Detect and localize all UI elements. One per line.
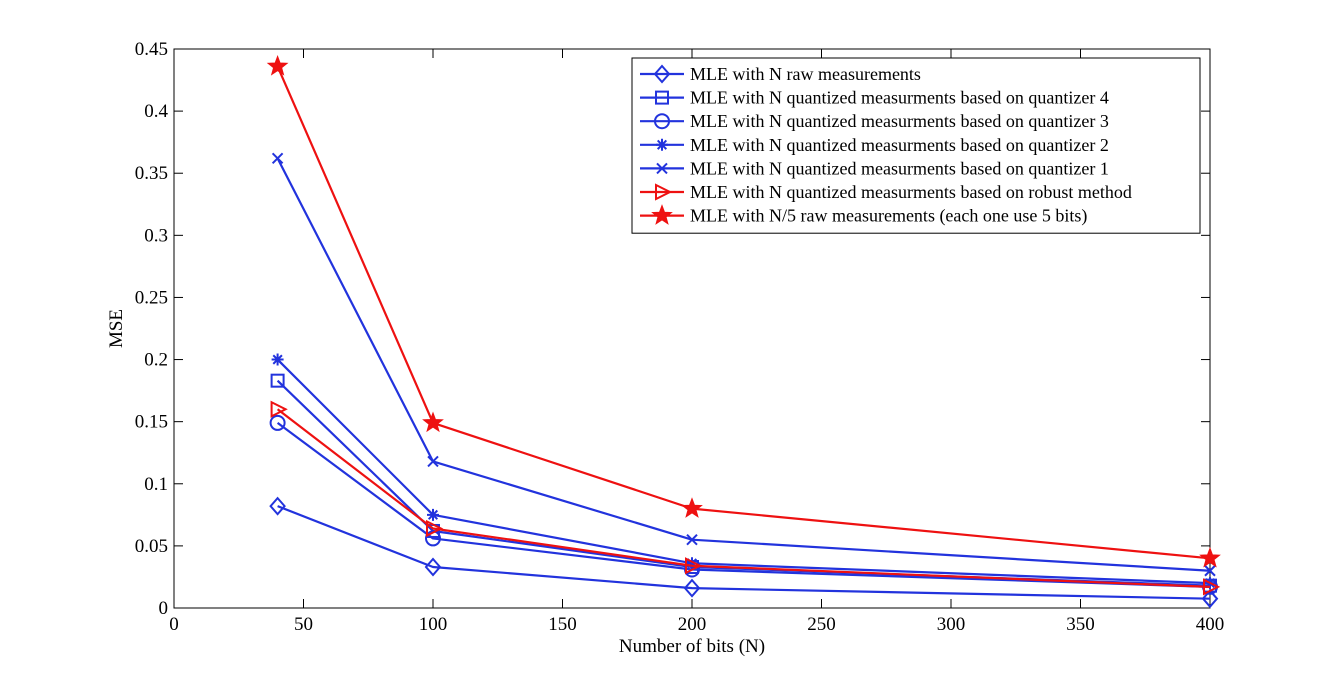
data-point-triangle-right <box>270 400 288 418</box>
data-point-x <box>427 455 439 468</box>
legend: MLE with N raw measurements MLE with N qu… <box>631 57 1201 234</box>
x-tick-label: 250 <box>807 614 836 635</box>
legend-marker-square <box>655 90 669 105</box>
legend-item: MLE with N quantized measurments based o… <box>640 182 1132 202</box>
x-axis-label: Number of bits (N) <box>619 636 765 657</box>
series-diamond <box>269 496 1219 609</box>
legend-box <box>631 57 1201 234</box>
y-tick-label: 0.05 <box>135 536 168 557</box>
data-point-star <box>422 411 444 433</box>
data-point-star <box>681 497 703 518</box>
legend-item: MLE with N/5 raw measurements (each one … <box>640 204 1087 227</box>
data-point-asterisk <box>686 557 698 570</box>
x-tick-label: 100 <box>419 614 448 635</box>
data-point-diamond <box>683 578 701 598</box>
legend-item: MLE with N quantized measurments based o… <box>640 88 1109 108</box>
data-point-diamond <box>269 496 286 516</box>
legend-label: MLE with N quantized measurments based o… <box>690 158 1109 178</box>
y-tick-label: 0.1 <box>144 474 168 495</box>
legend-item: MLE with N quantized measurments based o… <box>640 135 1109 155</box>
data-point-diamond <box>1201 589 1219 609</box>
y-tick-label: 0 <box>159 598 169 619</box>
legend-label: MLE with N quantized measurments based o… <box>690 111 1109 131</box>
legend-label: MLE with N quantized measurments based o… <box>690 182 1132 202</box>
legend-marker-asterisk <box>656 138 668 151</box>
y-axis-label: MSE <box>106 309 127 348</box>
y-tick-label: 0.3 <box>144 225 168 246</box>
x-tick-label: 200 <box>678 614 707 635</box>
x-tick-label: 150 <box>548 614 577 635</box>
series-triangle-right <box>270 400 1221 596</box>
series-line <box>277 505 1211 600</box>
series-star <box>266 54 1221 568</box>
legend-item: MLE with N raw measurements <box>640 64 921 84</box>
series-line <box>276 358 1211 585</box>
series-line <box>276 157 1211 572</box>
axis-ticks: 0 50 100 150 200 250 300 350 400 0 0.05 0.1 0.15 0.2 0… <box>135 39 1225 635</box>
x-tick-label: 300 <box>937 614 966 635</box>
legend-label: MLE with N quantized measurments based o… <box>690 135 1109 155</box>
x-tick-label: 400 <box>1196 614 1225 635</box>
y-tick-label: 0.35 <box>135 163 168 184</box>
data-point-star <box>266 54 289 76</box>
legend-item: MLE with N quantized measurments based o… <box>640 111 1109 131</box>
data-point-x <box>271 152 284 165</box>
data-point-circle <box>269 414 286 431</box>
legend-marker-x <box>656 162 668 175</box>
y-tick-label: 0.25 <box>135 287 168 308</box>
series-line <box>276 65 1211 560</box>
data-point-x <box>1204 565 1216 577</box>
legend-item: MLE with N quantized measurments based o… <box>640 158 1109 178</box>
legend-label: MLE with N/5 raw measurements (each one … <box>690 206 1087 227</box>
data-point-asterisk <box>427 508 439 521</box>
series-x <box>271 152 1216 577</box>
data-point-star <box>1199 546 1221 568</box>
x-tick-label: 0 <box>169 614 179 635</box>
y-tick-label: 0.4 <box>144 101 168 122</box>
data-point-x <box>686 533 698 546</box>
legend-marker-triangle-right <box>655 183 673 201</box>
x-tick-label: 350 <box>1066 614 1095 635</box>
series-layer <box>266 54 1221 609</box>
legend-label: MLE with N quantized measurments based o… <box>690 88 1109 108</box>
data-point-triangle-right <box>685 557 703 575</box>
legend-marker-circle <box>654 113 670 130</box>
x-tick-label: 50 <box>294 614 313 635</box>
data-point-diamond <box>424 557 442 577</box>
series-line <box>276 422 1211 588</box>
data-point-triangle-right <box>1203 578 1221 596</box>
series-line <box>276 408 1211 588</box>
data-point-square <box>270 373 285 388</box>
data-point-triangle-right <box>426 519 444 538</box>
y-tick-label: 0.2 <box>144 350 168 371</box>
data-point-asterisk <box>271 353 284 366</box>
legend-marker-star <box>651 204 673 225</box>
legend-label: MLE with N raw measurements <box>690 64 921 84</box>
y-tick-label: 0.45 <box>135 39 168 60</box>
legend-marker-diamond <box>653 64 671 84</box>
y-tick-label: 0.15 <box>135 412 168 433</box>
